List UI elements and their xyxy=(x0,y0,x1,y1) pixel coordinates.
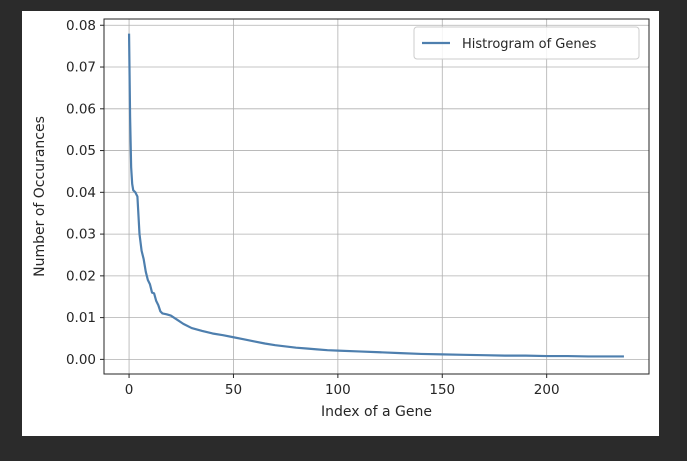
legend: Histrogram of Genes xyxy=(413,26,640,60)
chart-figure: 0.00 0.01 0.02 0.03 0.04 0.05 0.06 0.07 0.08 0 50… xyxy=(22,11,659,436)
y-tick-label: 0.08 xyxy=(66,18,96,34)
y-tick-label: 0.06 xyxy=(66,101,96,117)
series-line xyxy=(127,33,624,358)
grid xyxy=(104,19,649,374)
y-axis-label: Number of Occurances xyxy=(32,116,48,277)
x-axis-label: Index of a Gene xyxy=(321,404,432,420)
y-tick-label: 0.02 xyxy=(66,268,96,284)
y-tick-label: 0.04 xyxy=(66,185,96,201)
series-layer xyxy=(127,33,624,358)
y-tick-label: 0.01 xyxy=(66,310,96,326)
line-chart: 0.00 0.01 0.02 0.03 0.04 0.05 0.06 0.07 0.08 0 50… xyxy=(32,18,650,420)
x-tick-label: 200 xyxy=(534,382,560,398)
x-tick-label: 50 xyxy=(225,382,242,398)
x-axis-ticks: 0 50 100 150 200 xyxy=(125,374,560,398)
x-tick-label: 100 xyxy=(325,382,351,398)
x-tick-label: 150 xyxy=(429,382,455,398)
legend-label: Histrogram of Genes xyxy=(462,37,597,52)
y-tick-label: 0.05 xyxy=(66,143,96,159)
plot-frame xyxy=(103,18,650,375)
y-tick-label: 0.00 xyxy=(66,352,96,368)
x-tick-label: 0 xyxy=(125,382,134,398)
y-axis-ticks: 0.00 0.01 0.02 0.03 0.04 0.05 0.06 0.07 0.08 xyxy=(66,18,104,368)
legend-box xyxy=(413,26,640,60)
y-tick-label: 0.07 xyxy=(66,60,96,76)
y-tick-label: 0.03 xyxy=(66,227,96,243)
